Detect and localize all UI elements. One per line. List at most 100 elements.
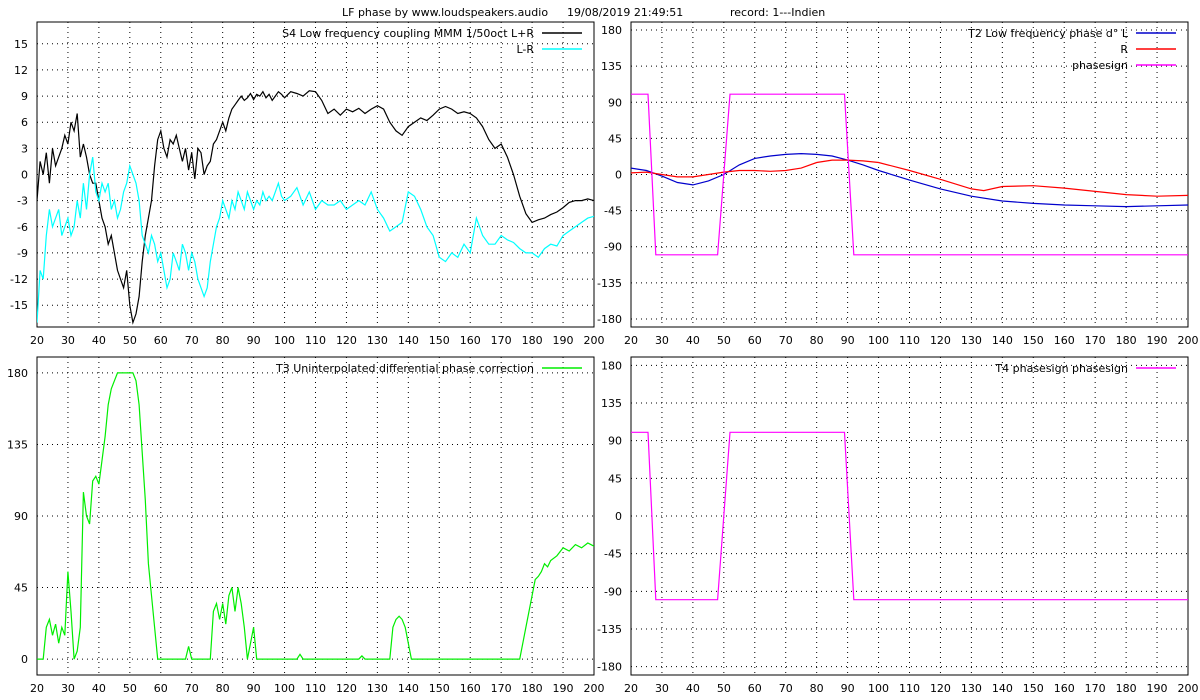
y-tick-label: 45	[608, 132, 622, 145]
x-tick-label: 150	[429, 682, 450, 695]
x-tick-label: 70	[779, 334, 793, 347]
x-tick-label: 150	[1023, 682, 1044, 695]
x-tick-label: 20	[624, 334, 638, 347]
x-tick-label: 90	[247, 334, 261, 347]
x-tick-label: 170	[491, 334, 512, 347]
x-tick-label: 160	[1054, 334, 1075, 347]
x-tick-label: 200	[584, 334, 605, 347]
y-tick-label: -90	[604, 241, 622, 254]
x-tick-label: 190	[553, 682, 574, 695]
x-tick-label: 140	[398, 682, 419, 695]
x-tick-label: 200	[1178, 682, 1199, 695]
x-tick-label: 20	[624, 682, 638, 695]
x-tick-label: 130	[961, 334, 982, 347]
x-tick-label: 130	[961, 682, 982, 695]
x-tick-label: 60	[154, 334, 168, 347]
series-line-phasesign	[631, 431, 1188, 601]
series-line-l	[631, 152, 1188, 208]
x-tick-label: 200	[584, 682, 605, 695]
x-tick-label: 70	[779, 682, 793, 695]
y-tick-label: 135	[601, 397, 622, 410]
series-line-l-r	[37, 156, 594, 323]
y-tick-label: 45	[608, 472, 622, 485]
plot-t3: 20 30 40 50 60 70 80 90 100 110 120 130 140 150 160 170…	[7, 356, 605, 695]
plot-t4: 20 30 40 50 60 70 80 90 100 110 120 130 140 150 160 170…	[597, 356, 1199, 695]
x-tick-label: 140	[992, 682, 1013, 695]
y-tick-label: -45	[604, 205, 622, 218]
y-tick-label: -90	[604, 585, 622, 598]
x-tick-label: 190	[1147, 334, 1168, 347]
y-tick-label: -15	[10, 299, 28, 312]
series-line-phasesign	[631, 93, 1188, 256]
y-tick-label: -45	[604, 548, 622, 561]
y-tick-label: 180	[601, 24, 622, 37]
y-tick-label: -12	[10, 273, 28, 286]
x-tick-label: 20	[30, 334, 44, 347]
x-tick-label: 140	[992, 334, 1013, 347]
x-tick-label: 20	[30, 682, 44, 695]
y-tick-label: 3	[21, 142, 28, 155]
y-tick-label: 0	[21, 169, 28, 182]
series-line-data	[37, 372, 594, 660]
y-tick-label: 6	[21, 116, 28, 129]
x-tick-label: 140	[398, 334, 419, 347]
y-tick-label: -135	[597, 623, 622, 636]
legend-label: S4 Low frequency coupling MMM 1/50oct L+…	[282, 27, 534, 40]
legend-label: T4 phasesign phasesign	[994, 362, 1128, 375]
x-tick-label: 80	[810, 334, 824, 347]
chart-header: LF phase by www.loudspeakers.audio 19/08…	[0, 6, 1200, 20]
x-tick-label: 60	[748, 334, 762, 347]
x-tick-label: 120	[930, 682, 951, 695]
x-tick-label: 50	[123, 334, 137, 347]
legend-label: phasesign	[1072, 59, 1128, 72]
x-tick-label: 40	[686, 682, 700, 695]
x-tick-label: 110	[305, 682, 326, 695]
y-tick-label: 15	[14, 38, 28, 51]
x-tick-label: 80	[216, 682, 230, 695]
x-tick-label: 190	[553, 334, 574, 347]
x-tick-label: 180	[522, 334, 543, 347]
series-line-l-r	[37, 90, 594, 325]
y-tick-label: 135	[7, 438, 28, 451]
series-line-r	[631, 159, 1188, 197]
x-tick-label: 50	[123, 682, 137, 695]
y-tick-label: -180	[597, 313, 622, 326]
x-tick-label: 30	[655, 334, 669, 347]
plot-s4: 20 30 40 50 60 70 80 90 100 110 120 130 140 150 160 170…	[10, 21, 605, 347]
y-tick-label: 90	[14, 510, 28, 523]
x-tick-label: 90	[841, 682, 855, 695]
x-tick-label: 30	[655, 682, 669, 695]
chart-datetime: 19/08/2019 21:49:51	[567, 6, 684, 19]
y-tick-label: 0	[615, 510, 622, 523]
x-tick-label: 150	[429, 334, 450, 347]
y-tick-label: -180	[597, 661, 622, 674]
x-tick-label: 200	[1178, 334, 1199, 347]
x-tick-label: 80	[810, 682, 824, 695]
y-tick-label: -9	[17, 247, 28, 260]
x-tick-label: 70	[185, 682, 199, 695]
x-tick-label: 120	[336, 682, 357, 695]
y-tick-label: -3	[17, 195, 28, 208]
y-tick-label: 0	[21, 653, 28, 666]
chart-record: record: 1---Indien	[730, 6, 826, 19]
x-tick-label: 170	[1085, 682, 1106, 695]
x-tick-label: 50	[717, 334, 731, 347]
x-tick-label: 110	[899, 682, 920, 695]
x-tick-label: 70	[185, 334, 199, 347]
legend-label: R	[1120, 43, 1128, 56]
x-tick-label: 160	[460, 334, 481, 347]
y-tick-label: 0	[615, 169, 622, 182]
x-tick-label: 110	[305, 334, 326, 347]
x-tick-label: 120	[336, 334, 357, 347]
x-tick-label: 30	[61, 682, 75, 695]
x-tick-label: 90	[247, 682, 261, 695]
x-tick-label: 190	[1147, 682, 1168, 695]
y-tick-label: 180	[7, 367, 28, 380]
x-tick-label: 60	[154, 682, 168, 695]
x-tick-label: 80	[216, 334, 230, 347]
x-tick-label: 160	[1054, 682, 1075, 695]
x-tick-label: 100	[274, 334, 295, 347]
chart-main-title: LF phase by www.loudspeakers.audio	[342, 6, 549, 19]
y-tick-label: -135	[597, 277, 622, 290]
x-tick-label: 40	[686, 334, 700, 347]
